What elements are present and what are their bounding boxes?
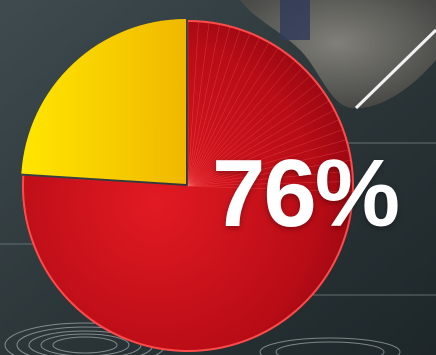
pie-slice-major-rim: [22, 20, 354, 352]
background-pen: [280, 0, 310, 40]
pie-slice-fan-lines: [187, 21, 353, 193]
pointer-line: [354, 28, 436, 110]
percentage-label: 76%: [212, 140, 400, 247]
pie-slice-major: [22, 21, 353, 351]
pie-slice-minor: [21, 19, 186, 184]
